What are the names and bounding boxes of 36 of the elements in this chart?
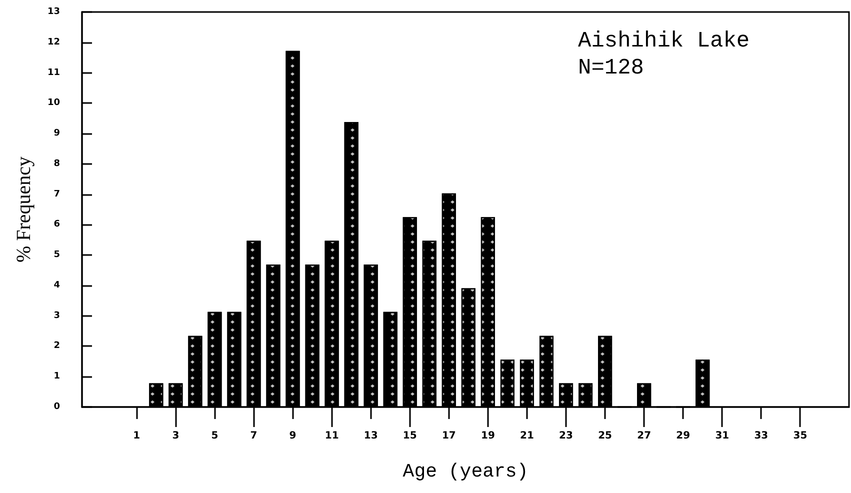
x-tick-label: 13 xyxy=(364,430,378,442)
y-tick-label: 2 xyxy=(54,341,60,352)
y-tick-label: 1 xyxy=(54,372,60,382)
x-tick-label: 7 xyxy=(250,430,258,442)
y-tick-label: 5 xyxy=(54,250,60,260)
x-tick-label: 19 xyxy=(480,430,495,442)
x-tick-label: 17 xyxy=(442,430,456,442)
annotation: Aishihik Lake xyxy=(578,28,750,54)
x-axis-title: Age (years) xyxy=(402,460,528,482)
y-tick-label: 3 xyxy=(54,310,60,321)
annotation: N=128 xyxy=(578,56,644,80)
x-tick-label: 27 xyxy=(637,430,652,442)
x-tick-label: 35 xyxy=(793,430,808,442)
x-tick-label: 5 xyxy=(211,430,218,442)
y-tick-label: 8 xyxy=(54,158,60,169)
y-tick-label: 13 xyxy=(47,7,60,17)
x-tick-label: 21 xyxy=(520,430,534,442)
y-tick-label: 9 xyxy=(54,128,60,139)
y-tick-label: 0 xyxy=(54,402,60,412)
y-tick-label: 12 xyxy=(47,37,60,48)
x-tick-label: 31 xyxy=(715,430,730,442)
x-tick-label: 15 xyxy=(402,430,417,442)
y-tick-label: 4 xyxy=(54,280,60,290)
y-tick-label: 6 xyxy=(54,220,60,230)
x-tick-label: 9 xyxy=(289,430,296,442)
x-tick-label: 33 xyxy=(754,430,768,442)
y-tick-label: 11 xyxy=(47,68,60,78)
x-tick-label: 23 xyxy=(559,430,574,442)
x-tick-label: 25 xyxy=(598,430,612,442)
x-tick-label: 1 xyxy=(133,430,140,442)
x-tick-label: 11 xyxy=(324,430,339,442)
x-tick-label: 3 xyxy=(172,430,180,442)
x-tick-label: 29 xyxy=(676,430,690,442)
y-tick-label: 7 xyxy=(54,189,60,200)
y-axis-title: % Frequency xyxy=(13,156,35,263)
y-tick-label: 10 xyxy=(47,98,60,108)
